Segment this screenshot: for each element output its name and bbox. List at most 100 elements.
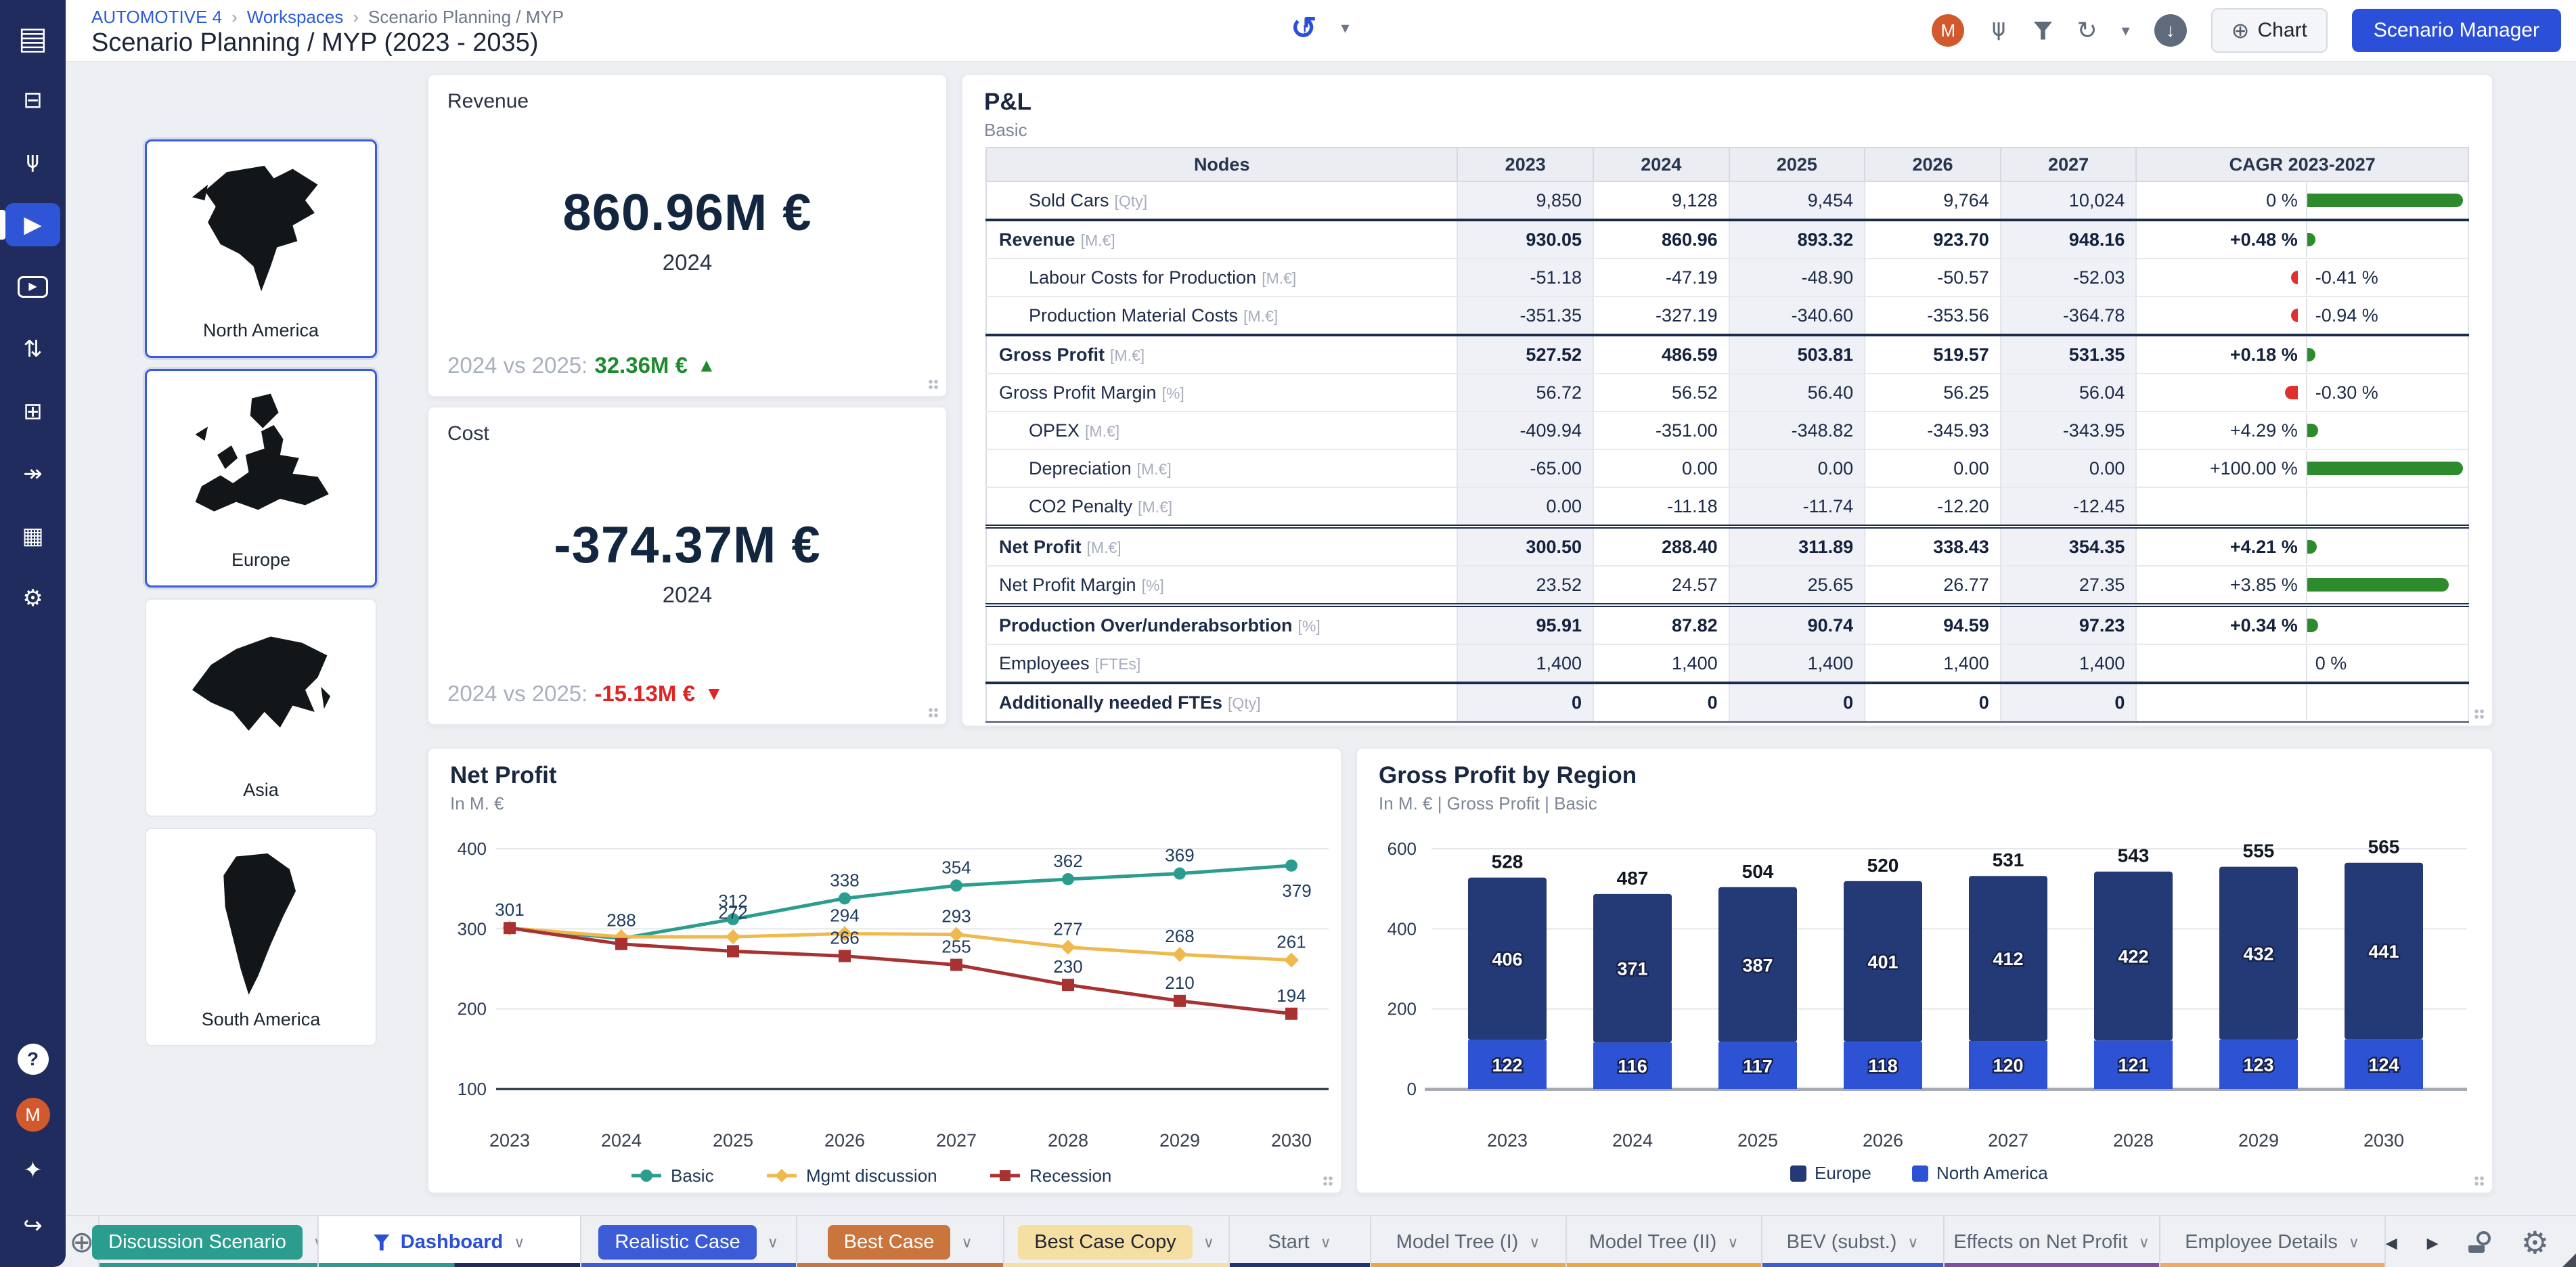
chevron-down-icon[interactable]: ∨ (961, 1233, 973, 1251)
region-card-europe[interactable]: Europe (145, 369, 377, 587)
tab-color-underline (318, 1263, 580, 1267)
tab-model-tree-i[interactable]: Model Tree (I) ∨ (1369, 1216, 1565, 1267)
value-cell: 0.00 (2000, 449, 2137, 487)
node-unit: [%] (1141, 576, 1164, 594)
chevron-down-icon[interactable]: ∨ (514, 1233, 525, 1251)
node-name: Production Over/underabsorbtion (999, 615, 1293, 636)
value-cell: 9,764 (1865, 181, 2001, 220)
value-cell: 0 (2000, 682, 2137, 723)
region-card-south-america[interactable]: South America (145, 828, 377, 1046)
tab-dashboard[interactable]: Dashboard ∨ (317, 1216, 580, 1267)
resize-grip[interactable] (928, 707, 938, 717)
chevron-down-icon[interactable]: ∨ (2348, 1233, 2359, 1251)
tab-discussion-scenario[interactable]: Discussion Scenario∨ (92, 1216, 324, 1267)
tab-bev-subst[interactable]: BEV (subst.) ∨ (1760, 1216, 1943, 1267)
refresh-icon[interactable]: ↻ (2077, 16, 2097, 44)
sidebar-item[interactable]: ↠ (0, 443, 66, 505)
sidebar-item[interactable]: ? (0, 1031, 66, 1087)
svg-text:Basic: Basic (671, 1165, 714, 1186)
sidebar-item[interactable]: ▤ (0, 7, 66, 69)
cagr-value: +0.48 % (2229, 229, 2298, 250)
refresh-dropdown-caret[interactable]: ▾ (2121, 21, 2130, 40)
region-card-north-america[interactable]: North America (145, 139, 377, 358)
sidebar-item[interactable]: ⊞ (0, 380, 66, 443)
tab-color-underline (1944, 1263, 2159, 1267)
archive-icon: ⊟ (23, 87, 43, 113)
svg-text:528: 528 (1492, 851, 1524, 872)
chevron-down-icon[interactable]: ∨ (2138, 1233, 2150, 1251)
tab-model-tree-ii[interactable]: Model Tree (II) ∨ (1565, 1216, 1761, 1267)
prev-tabs-icon[interactable]: ◂ (2385, 1229, 2397, 1255)
node-name: Employees (999, 652, 1090, 673)
filter-icon[interactable] (2033, 21, 2053, 40)
tab-best-case-copy[interactable]: Best Case Copy ∨ (1002, 1216, 1228, 1267)
sparkles-icon: ✦ (23, 1157, 43, 1183)
chevron-down-icon[interactable]: ∨ (767, 1233, 778, 1251)
net-profit-subtitle: In M. € (450, 793, 504, 814)
chevron-down-icon[interactable]: ∨ (1203, 1233, 1214, 1251)
tab-color-underline (1566, 1263, 1761, 1267)
cagr-value: +4.29 % (2229, 420, 2298, 441)
resize-grip[interactable] (2474, 1176, 2484, 1186)
value-cell: -353.56 (1865, 296, 2001, 335)
cagr-cell: 0 % (2136, 644, 2469, 683)
gross-profit-chart: 600 400 200 0 528 406 122 2023 487 371 116 2024 504 3… (1357, 808, 2492, 1187)
tab-start[interactable]: Start ∨ (1228, 1216, 1370, 1267)
resize-grip[interactable] (928, 379, 938, 389)
value-cell: -65.00 (1457, 449, 1595, 487)
chevron-down-icon[interactable]: ∨ (1907, 1233, 1919, 1251)
scenario-pill: Best Case (827, 1225, 951, 1260)
scenario-manager-button[interactable]: Scenario Manager (2351, 9, 2561, 52)
next-tabs-icon[interactable]: ▸ (2426, 1229, 2439, 1255)
cost-kpi-card: Cost -374.37M € 2024 2024 vs 2025: -15.1… (427, 406, 948, 726)
tab-realistic-case[interactable]: Realistic Case ∨ (579, 1216, 796, 1267)
sidebar-item[interactable]: ▶ (0, 256, 66, 318)
tab-search-icon[interactable] (2468, 1230, 2491, 1254)
sidebar-item[interactable]: ⋔ (0, 131, 66, 194)
breadcrumb-workspace-link[interactable]: AUTOMOTIVE 4 (91, 7, 223, 27)
svg-text:2028: 2028 (1048, 1130, 1088, 1151)
chevron-down-icon[interactable]: ∨ (1529, 1233, 1540, 1251)
sidebar-item[interactable]: ⇅ (0, 318, 66, 380)
node-unit: [M.€] (1138, 497, 1173, 516)
model-hierarchy-icon[interactable]: ⋔ (1989, 17, 2009, 45)
history-dropdown-caret[interactable]: ▾ (1341, 18, 1350, 37)
resize-grip[interactable] (1323, 1176, 1333, 1186)
svg-text:2027: 2027 (1988, 1130, 2028, 1151)
svg-text:124: 124 (2368, 1054, 2399, 1075)
chevron-down-icon[interactable]: ∨ (1727, 1233, 1739, 1251)
tab-color-underline (1004, 1263, 1228, 1267)
window-resize-corner[interactable] (2561, 1253, 2576, 1267)
sidebar-item[interactable]: ⊟ (0, 69, 66, 131)
tab-employee-details[interactable]: Employee Details ∨ (2158, 1216, 2386, 1267)
sidebar-item[interactable]: ✦ (0, 1142, 66, 1198)
chevron-down-icon[interactable]: ∨ (1320, 1233, 1331, 1251)
region-card-asia[interactable]: Asia (145, 598, 377, 817)
breadcrumb-workspaces-link[interactable]: Workspaces (246, 7, 344, 27)
gross-profit-title: Gross Profit by Region (1379, 762, 1637, 788)
value-cell: -52.03 (2000, 258, 2137, 296)
history-undo-icon[interactable]: ↺! (1291, 10, 1317, 45)
europe-map-icon (195, 393, 329, 512)
tab-settings-icon[interactable]: ⚙ (2521, 1224, 2549, 1260)
sidebar-item[interactable]: ↪ (0, 1198, 66, 1253)
value-cell: 0.00 (1457, 487, 1595, 527)
sidebar-item[interactable]: ▶ (0, 203, 60, 246)
sidebar-item[interactable]: ▦ (0, 505, 66, 567)
tab-best-case[interactable]: Best Case ∨ (795, 1216, 1003, 1267)
svg-text:123: 123 (2243, 1055, 2273, 1075)
add-tab-button[interactable]: ⊕ (69, 1226, 95, 1259)
delta-value: 32.36M € (594, 353, 688, 378)
sidebar-item[interactable]: M (0, 1087, 66, 1142)
frame-icon: ⊞ (23, 399, 43, 424)
svg-text:301: 301 (495, 899, 524, 920)
download-icon[interactable]: ↓ (2154, 14, 2187, 47)
tab-effects-on-net-profit[interactable]: Effects on Net Profit ∨ (1942, 1216, 2159, 1267)
resize-grip[interactable] (2474, 709, 2484, 719)
value-cell: 1,400 (1865, 644, 2001, 683)
user-avatar[interactable]: M (1932, 14, 1965, 47)
svg-text:371: 371 (1617, 959, 1647, 979)
sidebar-item[interactable]: ⚙ (0, 567, 66, 629)
node-unit: [M.€] (1262, 269, 1297, 287)
add-chart-button[interactable]: ⊕ Chart (2211, 8, 2328, 53)
